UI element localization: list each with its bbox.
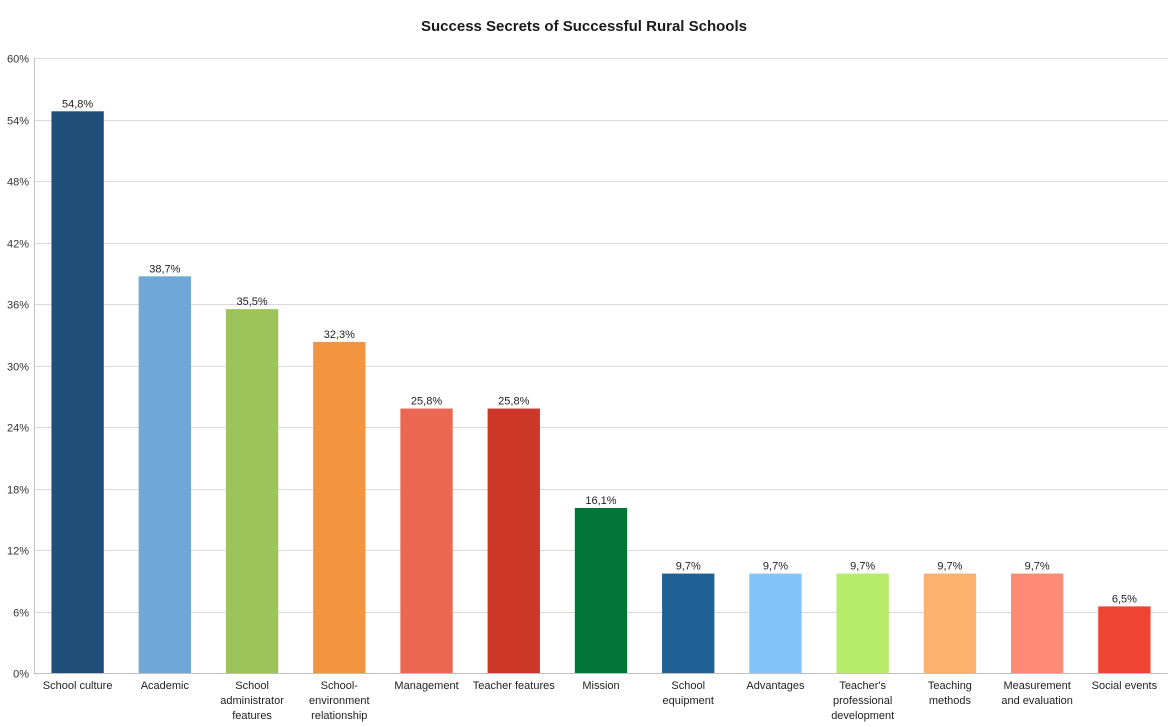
x-tick-label-line: Advantages [746, 680, 805, 692]
x-tick-label-line: equipment [663, 695, 714, 707]
y-tick-label: 48% [7, 177, 29, 189]
bar [836, 573, 889, 673]
data-label: 25,8% [498, 396, 529, 408]
bars [51, 111, 1151, 674]
y-tick-label: 54% [7, 116, 29, 128]
bar [400, 408, 453, 673]
data-label: 9,7% [763, 561, 788, 573]
y-tick-label: 42% [7, 239, 29, 251]
x-tick-label: Advantages [746, 680, 805, 692]
axes [34, 58, 1168, 674]
data-label: 35,5% [236, 296, 267, 308]
data-label: 25,8% [411, 396, 442, 408]
bar [225, 309, 279, 673]
x-tick-label: School administrator features [220, 680, 284, 722]
x-tick-label-line: development [831, 710, 894, 722]
bar [662, 573, 715, 673]
y-tick-label: 60% [7, 54, 29, 66]
x-tick-label-line: Management [394, 680, 458, 692]
bar [749, 573, 802, 673]
data-label: 54,8% [62, 98, 93, 110]
bar [923, 573, 977, 673]
x-tick-label: Teaching methods [928, 680, 972, 707]
data-label: 16,1% [585, 495, 616, 507]
data-label: 9,7% [937, 561, 962, 573]
data-label: 9,7% [1025, 561, 1050, 573]
x-tick-label-line: features [232, 710, 272, 722]
x-tick-label: School culture [43, 680, 113, 692]
x-tick-label: School-environment relationship [309, 680, 370, 722]
data-label: 32,3% [324, 329, 355, 341]
x-tick-label-line: Teaching [928, 680, 972, 692]
chart-title: Success Secrets of Successful Rural Scho… [421, 18, 747, 35]
x-tick-label-line: Social events [1092, 680, 1158, 692]
x-tick-label-line: School [671, 680, 705, 692]
x-tick-label-line: Teacher's [839, 680, 886, 692]
y-tick-label: 24% [7, 423, 29, 435]
data-label: 6,5% [1112, 593, 1137, 605]
bar [138, 276, 192, 673]
x-tick-label-line: environment [309, 695, 370, 707]
x-tick-label-line: methods [929, 695, 972, 707]
data-label: 38,7% [149, 263, 180, 275]
y-tick-label: 6% [13, 608, 29, 620]
x-tick-label: Teacher's professional development [831, 680, 894, 722]
bar [487, 408, 540, 673]
x-tick-label-line: Mission [582, 680, 619, 692]
bar [574, 507, 628, 673]
x-tick-label: Academic [141, 680, 190, 692]
x-tick-label-line: professional [833, 695, 892, 707]
y-tick-label: 30% [7, 362, 29, 374]
y-tick-label: 18% [7, 485, 29, 497]
data-label: 9,7% [850, 561, 875, 573]
x-tick-label-line: School culture [43, 680, 113, 692]
y-tick-label: 12% [7, 546, 29, 558]
x-tick-label: Teacher features [473, 680, 555, 692]
bar [1010, 573, 1064, 673]
x-tick-label: Measurement and evaluation [1001, 680, 1073, 707]
x-tick-label: School equipment [663, 680, 714, 707]
x-tick-label-line: Teacher features [473, 680, 555, 692]
data-label: 9,7% [676, 561, 701, 573]
x-tick-label-line: Measurement [1004, 680, 1071, 692]
x-tick-label: Social events [1092, 680, 1158, 692]
x-tick-label: Mission [582, 680, 619, 692]
bar [313, 341, 366, 673]
y-tick-label: 36% [7, 300, 29, 312]
y-tick-label: 0% [13, 669, 29, 681]
x-tick-label-line: Academic [141, 680, 190, 692]
bar [1098, 606, 1151, 673]
x-tick-label-line: School [235, 680, 269, 692]
x-tick-label-line: relationship [311, 710, 367, 722]
x-tick-label: Management [394, 680, 458, 692]
bar [51, 111, 104, 674]
x-tick-label-line: School- [321, 680, 359, 692]
labels: 0% 6% 12% 18% 24% 30% 36% 42% 48% 54% 60% 54,8% Scho… [7, 54, 1158, 723]
x-tick-label-line: and evaluation [1001, 695, 1073, 707]
x-tick-label-line: administrator [220, 695, 284, 707]
